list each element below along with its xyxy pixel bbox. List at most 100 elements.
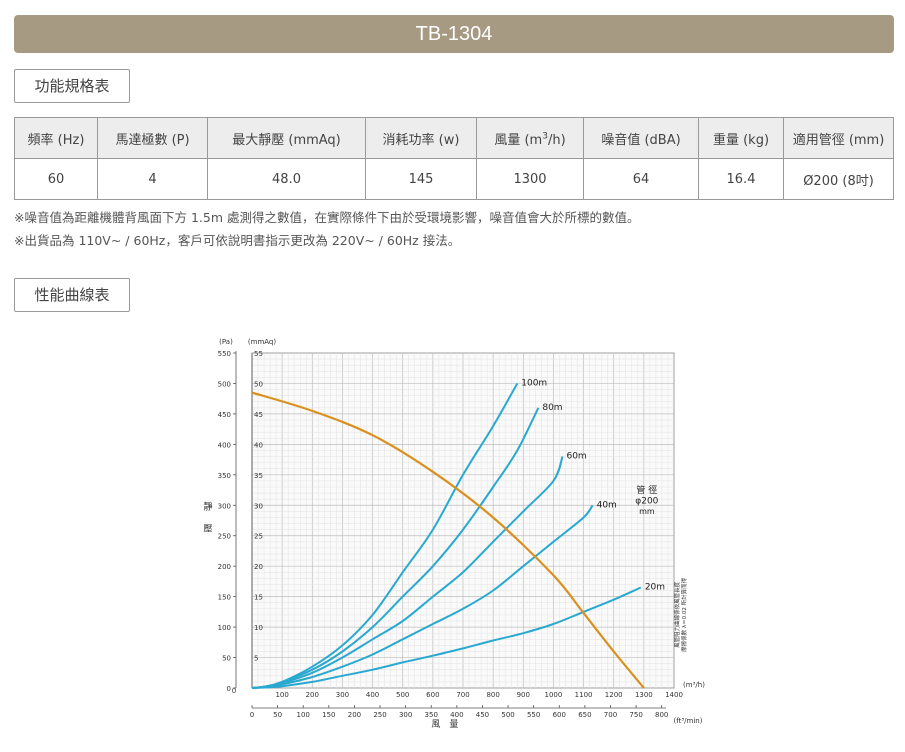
noise-note: ※噪音值為距離機體背風面下方 1.5m 處測得之數值，在實際條件下由於受環境影響… — [14, 210, 640, 225]
x-tick-label-m3h: 500 — [396, 691, 409, 699]
x-tick-label-m3h: 1100 — [575, 691, 593, 699]
y-tick-label-pa: 50 — [222, 655, 231, 663]
y-tick-label-mmaq: 15 — [254, 594, 263, 602]
x-tick-label-m3h: 100 — [275, 691, 288, 699]
x-tick-label-m3h: 700 — [456, 691, 469, 699]
value-airflow: 1300 — [476, 158, 584, 200]
spec-table-header-row: 頻率 (Hz) 馬達極數 (P) 最大靜壓 (mmAq) 消耗功率 (w) 風量… — [14, 117, 894, 159]
duct-curve-label-100m: 100m — [521, 378, 547, 388]
x-tick-label-ft3min: 400 — [450, 711, 463, 719]
y-tick-label-pa: 200 — [218, 563, 231, 571]
y-tick-label-pa: 450 — [218, 411, 231, 419]
y-tick-label-pa: 350 — [218, 472, 231, 480]
x-tick-label-ft3min: 600 — [553, 711, 566, 719]
y-tick-label-pa: 400 — [218, 441, 231, 449]
fan-performance-curve — [251, 391, 645, 689]
spec-table: 頻率 (Hz) 馬達極數 (P) 最大靜壓 (mmAq) 消耗功率 (w) 風量… — [14, 117, 894, 200]
x-tick-label-ft3min: 800 — [655, 711, 668, 719]
side-note-1: 風管阻力曲線係依風管長度 — [673, 581, 681, 648]
x-tick-label-m3h: 600 — [426, 691, 439, 699]
header-motor-poles: 馬達極數 (P) — [97, 117, 208, 159]
x-unit-m3h: (m³/h) — [683, 681, 705, 689]
y-tick-label-mmaq: 50 — [254, 380, 263, 388]
pipe-label: 管 徑 — [636, 484, 657, 496]
x-tick-label-ft3min: 500 — [501, 711, 514, 719]
x-tick-label-m3h: 0 — [232, 687, 236, 695]
y-tick-label-mmaq: 35 — [254, 472, 263, 480]
duct-curve-80m — [251, 407, 540, 689]
y-tick-label-mmaq: 45 — [254, 411, 263, 419]
header-weight: 重量 (kg) — [698, 117, 784, 159]
x-tick-label-m3h: 1300 — [635, 691, 653, 699]
header-frequency: 頻率 (Hz) — [14, 117, 98, 159]
y-tick-label-pa: 300 — [218, 502, 231, 510]
x-tick-label-ft3min: 200 — [348, 711, 361, 719]
header-duct-size: 適用管徑 (mm) — [783, 117, 894, 159]
y-tick-label-mmaq: 25 — [254, 533, 263, 541]
x-tick-label-ft3min: 350 — [425, 711, 438, 719]
x-tick-label-ft3min: 450 — [476, 711, 489, 719]
y-tick-label-mmaq: 40 — [254, 441, 263, 449]
header-power: 消耗功率 (w) — [365, 117, 477, 159]
x-tick-label-ft3min: 0 — [250, 711, 254, 719]
y-unit-mmaq: (mmAq) — [248, 338, 276, 346]
duct-curve-20m — [251, 586, 642, 689]
x-tick-label-m3h: 1200 — [605, 691, 623, 699]
pipe-size: φ200 — [635, 496, 658, 506]
x-tick-label-ft3min: 150 — [322, 711, 335, 719]
header-airflow: 風量 (m3/h) — [476, 117, 584, 159]
x-tick-label-ft3min: 100 — [297, 711, 310, 719]
x-tick-label-m3h: 200 — [306, 691, 319, 699]
duct-curve-label-60m: 60m — [566, 452, 586, 462]
x-tick-label-ft3min: 550 — [527, 711, 540, 719]
header-noise: 噪音值 (dBA) — [583, 117, 699, 159]
x-tick-label-ft3min: 700 — [604, 711, 617, 719]
x-unit-ft3min: (ft³/min) — [674, 717, 703, 725]
x-tick-label-m3h: 400 — [366, 691, 379, 699]
y-tick-label-mmaq: 5 — [254, 655, 258, 663]
y-tick-label-pa: 500 — [218, 380, 231, 388]
y-tick-label-pa: 0 — [227, 685, 231, 693]
side-note-2: 摩擦係數 λ＝0.02 所計算而得 — [680, 577, 688, 651]
y-axis-label: 靜 — [203, 500, 212, 512]
y-tick-label-mmaq: 55 — [254, 350, 263, 358]
curve-section-tab[interactable]: 性能曲線表 — [14, 278, 130, 312]
spec-section-tab[interactable]: 功能規格表 — [14, 69, 130, 103]
duct-curve-label-40m: 40m — [597, 500, 617, 510]
pipe-unit: mm — [639, 507, 655, 516]
y-tick-label-pa: 100 — [218, 624, 231, 632]
y-tick-label-pa: 250 — [218, 533, 231, 541]
page-title: TB-1304 — [14, 15, 894, 53]
x-tick-label-ft3min: 750 — [629, 711, 642, 719]
x-tick-label-m3h: 900 — [517, 691, 530, 699]
duct-curve-label-20m: 20m — [645, 583, 665, 593]
y-unit-pa: (Pa) — [219, 338, 233, 346]
x-tick-label-m3h: 300 — [336, 691, 349, 699]
y-tick-label-mmaq: 10 — [254, 624, 263, 632]
value-duct-size: Ø200 (8吋) — [783, 158, 894, 200]
value-power: 145 — [365, 158, 477, 200]
spec-table-row: 60 4 48.0 145 1300 64 16.4 Ø200 (8吋) — [14, 158, 894, 200]
x-axis-label: 風 量 — [431, 719, 458, 730]
x-tick-label-ft3min: 300 — [399, 711, 412, 719]
value-motor-poles: 4 — [97, 158, 208, 200]
value-noise: 64 — [583, 158, 699, 200]
x-tick-label-m3h: 1400 — [665, 691, 683, 699]
header-max-static-pressure: 最大靜壓 (mmAq) — [207, 117, 366, 159]
y-tick-label-pa: 150 — [218, 594, 231, 602]
y-tick-label-mmaq: 20 — [254, 563, 263, 571]
y-tick-label-mmaq: 30 — [254, 502, 263, 510]
duct-curve-60m — [251, 456, 564, 689]
x-tick-label-m3h: 1000 — [545, 691, 563, 699]
x-tick-label-m3h: 800 — [486, 691, 499, 699]
value-weight: 16.4 — [698, 158, 784, 200]
x-tick-label-ft3min: 250 — [373, 711, 386, 719]
x-tick-label-ft3min: 50 — [273, 711, 282, 719]
performance-curve-chart: 0501001502002503003504004505005505101520… — [203, 338, 705, 730]
y-tick-label-pa: 550 — [218, 350, 231, 358]
duct-curve-label-80m: 80m — [542, 403, 562, 413]
duct-curve-40m — [251, 504, 594, 689]
value-frequency: 60 — [14, 158, 98, 200]
y-axis-label: 壓 — [203, 523, 212, 534]
voltage-note: ※出貨品為 110V~ / 60Hz，客戶可依說明書指示更改為 220V~ / … — [14, 233, 461, 248]
